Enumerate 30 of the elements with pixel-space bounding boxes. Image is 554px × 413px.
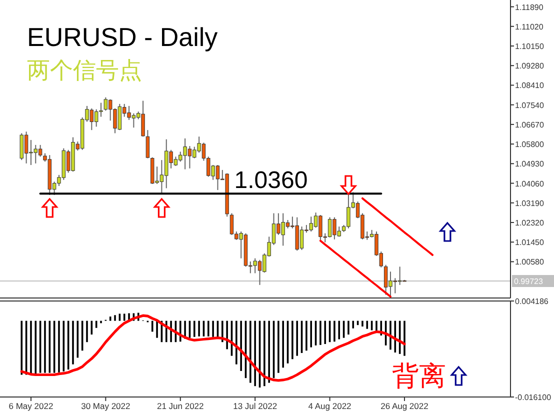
x-tick-label: 6 May 2022	[8, 401, 54, 411]
candlestick	[146, 130, 150, 159]
y-tick-label: 0.004186	[515, 297, 549, 306]
line-series	[319, 240, 392, 298]
x-tick-label: 26 Aug 2022	[380, 401, 429, 411]
text: EURUSD - Daily	[27, 22, 218, 52]
y-tick-label: 1.02320	[515, 218, 544, 228]
line-series	[361, 197, 434, 256]
annotation: 1.0360	[234, 167, 308, 194]
x-tick-label: 30 May 2022	[81, 401, 131, 411]
x-tick-label: 13 Jul 2022	[233, 401, 278, 411]
ref-line-label: 0.99723	[514, 277, 544, 286]
y-tick-label: 1.09280	[515, 62, 544, 71]
y-tick-label: 1.04060	[515, 179, 544, 188]
y-tick-label: 1.07540	[515, 100, 544, 110]
x-tick-label: 4 Aug 2022	[308, 401, 352, 411]
y-tick-label: 1.05800	[515, 140, 544, 150]
annotation: 背离	[392, 361, 446, 392]
y-tick-label: -0.016100	[515, 393, 552, 402]
y-tick-label: 1.04930	[515, 160, 544, 169]
y-tick-label: 1.11890	[515, 2, 544, 12]
text: 两个信号点	[27, 58, 142, 84]
y-tick-label: 1.01450	[515, 238, 544, 248]
y-tick-label: 1.06670	[515, 120, 544, 130]
x-tick-label: 21 Jun 2022	[156, 401, 204, 411]
y-tick-label: 1.08410	[515, 81, 544, 90]
y-tick-label: 1.10150	[515, 42, 544, 51]
y-tick-label: 1.11020	[515, 22, 544, 32]
y-tick-label: 1.03190	[515, 198, 544, 208]
y-tick-label: 1.00580	[515, 258, 544, 267]
